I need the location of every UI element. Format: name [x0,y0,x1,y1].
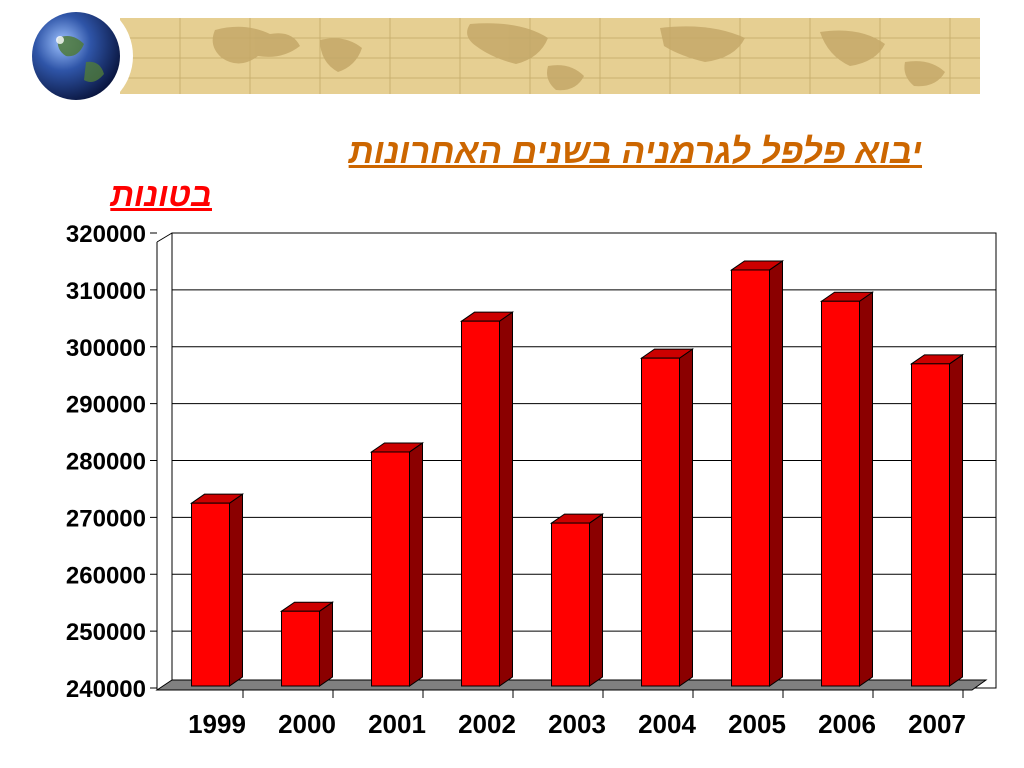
bar-2003 [551,522,590,687]
bar-2001 [371,451,410,687]
bar-side-2002 [499,311,513,687]
x-tick-label: 2005 [728,709,786,739]
y-tick-label: 320000 [66,221,146,248]
y-tick-label: 250000 [66,619,146,646]
bar-2007 [911,363,950,687]
x-tick-label: 2006 [818,709,876,739]
y-tick-label: 270000 [66,505,146,532]
y-tick-label: 260000 [66,562,146,589]
y-tick-label: 240000 [66,676,146,703]
bar-side-2004 [679,348,693,687]
x-tick-label: 2002 [458,709,516,739]
x-tick-label: 1999 [188,709,246,739]
bar-2000 [281,610,320,687]
bar-side-1999 [229,493,243,687]
bar-1999 [191,502,230,687]
y-tick-label: 310000 [66,278,146,305]
bar-side-2001 [409,442,423,687]
bar-2005 [731,269,770,687]
x-tick-label: 2001 [368,709,426,739]
x-tick-label: 2004 [638,709,696,739]
unit-label: בטונות [110,176,212,213]
bar-side-2000 [319,601,333,687]
x-tick-label: 2007 [908,709,966,739]
bar-side-2005 [769,260,783,687]
bar-side-2007 [949,353,963,687]
y-tick-label: 280000 [66,449,146,476]
bar-2002 [461,320,500,687]
bar-side-2003 [589,513,603,687]
x-tick-label: 2003 [548,709,606,739]
slide-title: יבוא פלפל לגרמניה בשנים האחרונות [348,132,922,171]
bar-2006 [821,300,860,687]
y-axis-depth [156,232,173,243]
y-tick-label: 290000 [66,392,146,419]
y-tick-label: 300000 [66,335,146,362]
world-map-banner [21,0,980,110]
bar-2004 [641,357,680,687]
bar-side-2006 [859,291,873,687]
x-tick-label: 2000 [278,709,336,739]
